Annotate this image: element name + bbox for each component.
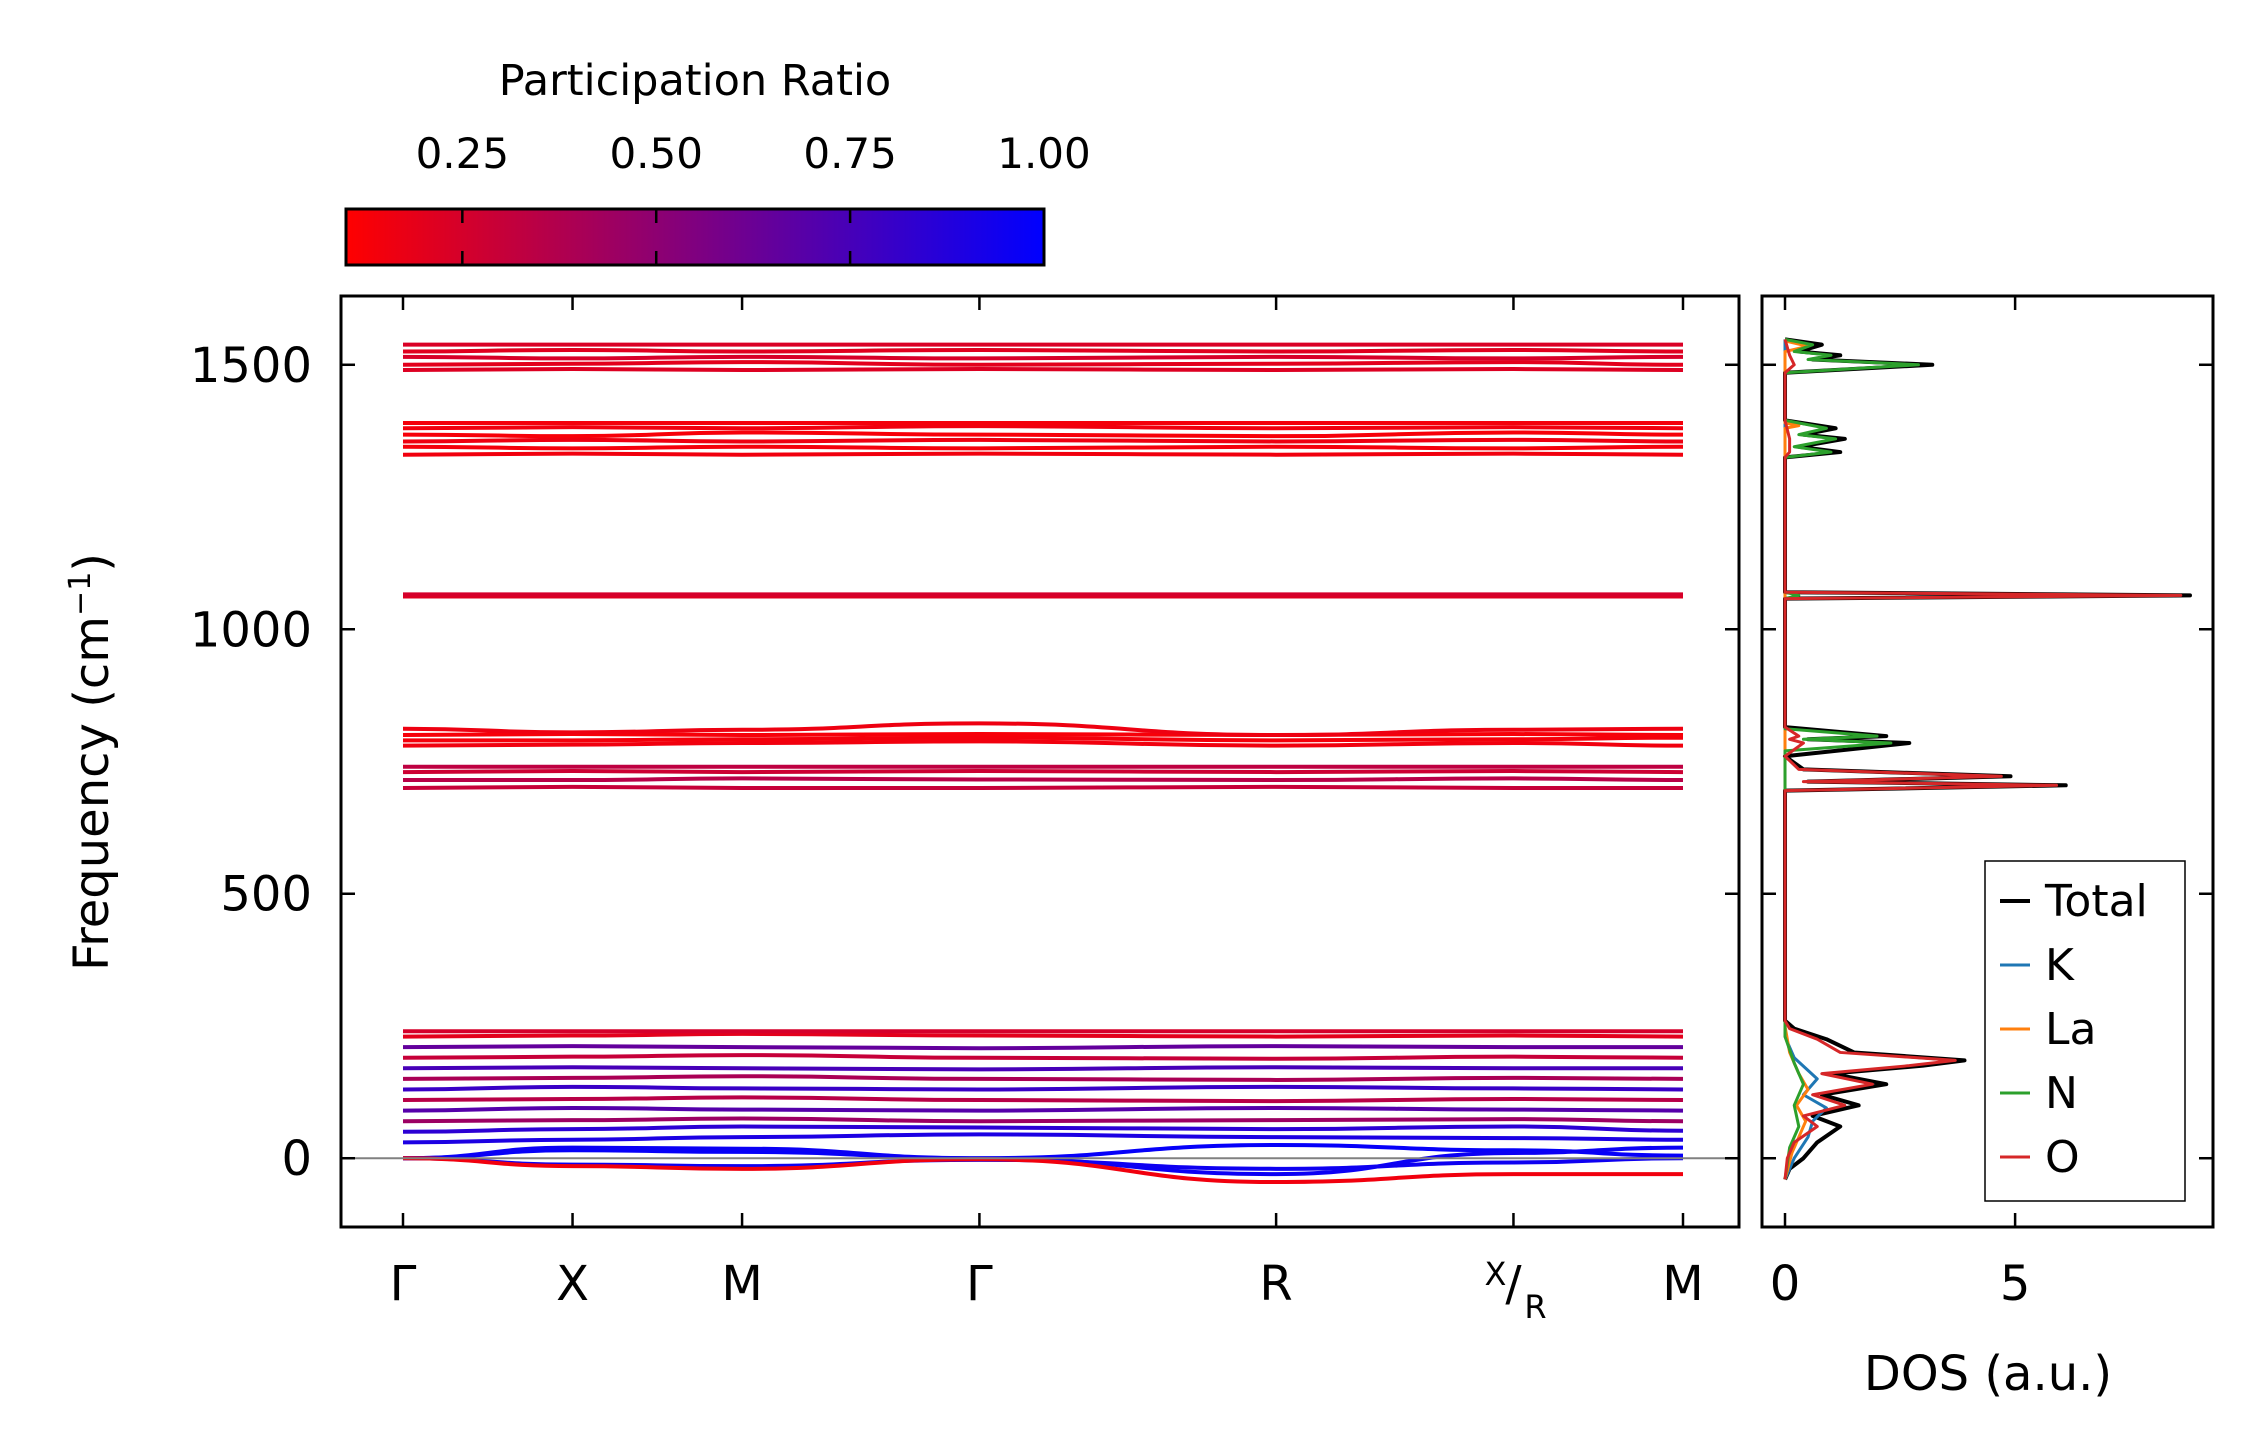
band-ytick-label: 500 [220, 867, 312, 923]
band-line-low-6 [402, 1084, 1684, 1092]
band-ytick-label: 1000 [190, 602, 312, 658]
k-label: X [556, 1256, 589, 1312]
band-line-m1500-4 [402, 347, 1684, 354]
band-line-low-2 [402, 1124, 1684, 1134]
legend-entry-o: O [2000, 1132, 2080, 1183]
band-line-low-7 [402, 1074, 1684, 1082]
band-y-ticks: 0 500 1000 1500 [190, 338, 1739, 1187]
band-ytick-label: 1500 [190, 338, 312, 394]
colorbar-tick-label: 0.75 [803, 129, 897, 178]
legend-label: N [2045, 1068, 2078, 1119]
band-line-low-9 [402, 1053, 1684, 1061]
band-line-m700-2 [402, 776, 1684, 783]
ylabel-exponent: −1 [63, 572, 98, 616]
dos-xtick-label: 5 [2000, 1256, 2031, 1312]
colorbar-ticks: 0.25 0.50 0.75 1.00 [416, 129, 1091, 265]
band-lines [402, 342, 1684, 1185]
legend-entry-la: La [2000, 1004, 2096, 1055]
colorbar-gradient [344, 207, 1046, 267]
band-line-m780-2 [403, 735, 1684, 743]
band-line-m1350-1 [402, 451, 1684, 457]
legend-entries: Total K La NO [2000, 876, 2148, 1183]
band-ytick-label: 0 [281, 1131, 312, 1187]
legend-label: O [2045, 1132, 2080, 1183]
colorbar: Participation Ratio 0.25 0.50 0.75 1.00 [344, 56, 1091, 267]
band-line-m1350-4 [402, 430, 1684, 439]
legend-entry-total: Total [2000, 876, 2148, 927]
k-label: Γ [390, 1256, 417, 1312]
band-line-m1350-2 [402, 444, 1684, 451]
band-line-m780-1 [402, 739, 1684, 748]
band-line-low-8 [402, 1065, 1683, 1072]
band-y-axis-label: Frequency (cm−1) [63, 553, 120, 971]
band-line-m780-4 [402, 721, 1684, 738]
band-line-m1500-2 [402, 360, 1684, 367]
band-line-low-11 [402, 1031, 1684, 1039]
k-label-x-part: X [1485, 1255, 1507, 1293]
dos-line-o [1783, 338, 2183, 1180]
band-line-low-1 [402, 1132, 1684, 1145]
band-k-ticks: Γ X M Γ R X/R M [390, 296, 1704, 1326]
band-line-m700-3 [402, 769, 1684, 775]
dos-legend: Total K La NO [1984, 860, 2186, 1202]
dos-y-ticks [1762, 363, 2213, 1160]
dos-x-axis-label: DOS (a.u.) [1864, 1346, 2112, 1402]
legend-entry-k: K [2000, 940, 2075, 991]
ylabel-base: Frequency (cm [64, 616, 120, 971]
legend-label: K [2045, 940, 2075, 991]
legend-label: Total [2044, 876, 2148, 927]
band-line-m700-1 [402, 784, 1683, 790]
band-line-m1350-3 [402, 437, 1684, 444]
band-line-low-3 [402, 1116, 1684, 1124]
k-label: R [1259, 1256, 1292, 1312]
band-structure-frame [339, 294, 1741, 1229]
k-label-r-part: R [1524, 1288, 1546, 1326]
band-line-m1350-5 [402, 424, 1684, 431]
band-line-low-10 [402, 1044, 1683, 1051]
colorbar-tick-label: 1.00 [997, 129, 1091, 178]
k-label: M [721, 1256, 762, 1312]
band-line-low-5 [402, 1095, 1684, 1104]
k-label-x-r: X/R [1485, 1255, 1547, 1326]
k-label: Γ [966, 1256, 993, 1312]
ylabel-close: ) [64, 553, 120, 572]
dos-frame [1760, 294, 2215, 1229]
dos-lines [1783, 337, 2192, 1181]
k-label: M [1662, 1256, 1703, 1312]
colorbar-title: Participation Ratio [499, 56, 892, 106]
colorbar-tick-label: 0.25 [416, 129, 510, 178]
band-line-soft-mode [402, 1156, 1683, 1185]
dos-xtick-label: 0 [1770, 1256, 1801, 1312]
legend-label: La [2045, 1004, 2096, 1055]
colorbar-tick-label: 0.50 [609, 129, 703, 178]
legend-entry-n: N [2000, 1068, 2078, 1119]
legend-frame [1984, 860, 2186, 1202]
k-label-slash: / [1505, 1256, 1522, 1312]
band-line-low-4 [402, 1105, 1684, 1113]
band-line-m1500-1 [402, 366, 1684, 373]
band-line-m1500-3 [402, 354, 1684, 361]
